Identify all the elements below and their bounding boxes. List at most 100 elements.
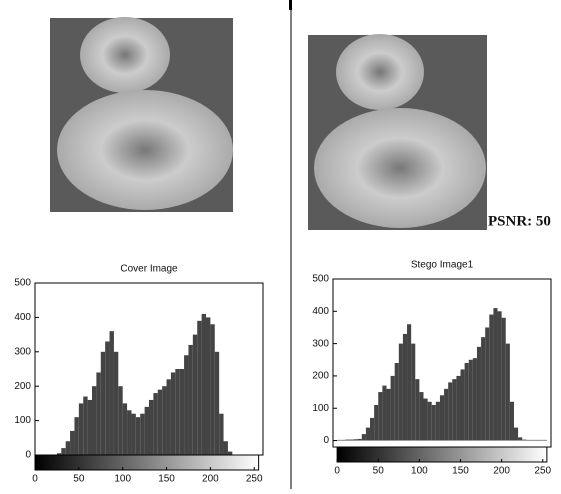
bar xyxy=(407,324,412,441)
bar xyxy=(109,331,114,455)
y-tick-label: 300 xyxy=(14,346,31,357)
colorbar xyxy=(336,446,548,463)
bar xyxy=(357,438,362,441)
bar xyxy=(522,439,527,441)
divider-mark xyxy=(289,0,292,10)
bar xyxy=(100,351,106,455)
bar xyxy=(398,343,403,441)
y-tick-label: 200 xyxy=(14,381,31,392)
cover-image xyxy=(50,17,233,212)
bar xyxy=(489,314,494,441)
bar xyxy=(439,395,445,441)
bar xyxy=(179,369,185,455)
bar xyxy=(345,439,350,441)
bar xyxy=(370,417,375,441)
bar xyxy=(162,386,167,455)
bar xyxy=(149,399,154,455)
bar xyxy=(227,451,233,455)
bar xyxy=(468,359,473,441)
y-tick-label: 100 xyxy=(14,415,31,426)
y-tick-label: 0 xyxy=(25,450,31,461)
bar xyxy=(96,372,101,455)
x-tick-label: 100 xyxy=(411,466,428,477)
chart-title: Cover Image xyxy=(120,264,178,275)
bar xyxy=(402,333,408,441)
bar xyxy=(509,401,514,441)
bar xyxy=(485,327,490,441)
y-tick-label: 0 xyxy=(323,435,329,446)
bar xyxy=(214,351,220,455)
colorbar xyxy=(34,454,260,471)
y-tick-label: 400 xyxy=(14,312,31,323)
bar xyxy=(431,405,436,441)
bar xyxy=(92,386,97,455)
x-tick-label: 150 xyxy=(158,474,175,485)
y-tick-label: 500 xyxy=(14,278,31,289)
bar xyxy=(386,388,391,441)
bar xyxy=(423,398,428,441)
bar xyxy=(166,379,171,455)
bar xyxy=(153,393,158,455)
bar xyxy=(70,430,75,455)
bar xyxy=(61,448,66,455)
bar xyxy=(444,388,449,441)
bar xyxy=(65,441,71,455)
bar xyxy=(157,389,163,455)
chart-title: Stego Image1 xyxy=(411,260,474,271)
bar xyxy=(170,372,176,455)
bar xyxy=(481,337,486,441)
bar xyxy=(382,385,387,441)
x-tick-label: 100 xyxy=(114,474,131,485)
bar xyxy=(374,405,379,441)
bar xyxy=(201,313,206,455)
x-tick-label: 50 xyxy=(73,474,85,485)
x-tick-label: 0 xyxy=(334,466,340,477)
bar xyxy=(501,317,506,441)
bar xyxy=(538,439,543,441)
bar xyxy=(184,355,189,455)
bar xyxy=(349,439,354,441)
y-tick-label: 400 xyxy=(312,306,329,317)
bar xyxy=(513,427,519,441)
bar xyxy=(394,363,399,441)
bar xyxy=(472,358,477,441)
bar xyxy=(390,375,395,441)
bar xyxy=(505,343,510,441)
bar xyxy=(341,439,346,441)
bar xyxy=(87,399,92,455)
bar xyxy=(197,320,202,455)
x-tick-label: 250 xyxy=(534,466,551,477)
x-tick-label: 200 xyxy=(202,474,219,485)
bar xyxy=(206,317,211,455)
bar xyxy=(476,346,482,441)
psnr-label: PSNR: 50 xyxy=(488,213,551,229)
bar xyxy=(127,410,132,455)
bar xyxy=(78,403,84,455)
x-tick-label: 250 xyxy=(246,474,263,485)
bar xyxy=(144,406,149,455)
bar xyxy=(219,413,224,455)
bar xyxy=(118,386,123,455)
bar xyxy=(83,396,88,455)
bar xyxy=(497,311,502,441)
bar xyxy=(427,401,432,441)
bar xyxy=(460,369,465,441)
bar xyxy=(464,363,469,441)
bar xyxy=(74,417,79,455)
bar xyxy=(188,344,193,455)
bar xyxy=(140,413,145,455)
bar xyxy=(113,351,119,455)
y-tick-label: 100 xyxy=(312,403,329,414)
x-tick-label: 150 xyxy=(452,466,469,477)
bar xyxy=(526,439,531,441)
bar xyxy=(192,334,198,455)
stego-image xyxy=(308,34,487,230)
bar xyxy=(131,413,136,455)
bar xyxy=(56,453,62,455)
x-tick-label: 200 xyxy=(493,466,510,477)
bar xyxy=(542,439,547,441)
bar xyxy=(105,341,110,455)
bar xyxy=(530,439,535,441)
y-tick-label: 200 xyxy=(312,371,329,382)
bar xyxy=(210,324,215,455)
